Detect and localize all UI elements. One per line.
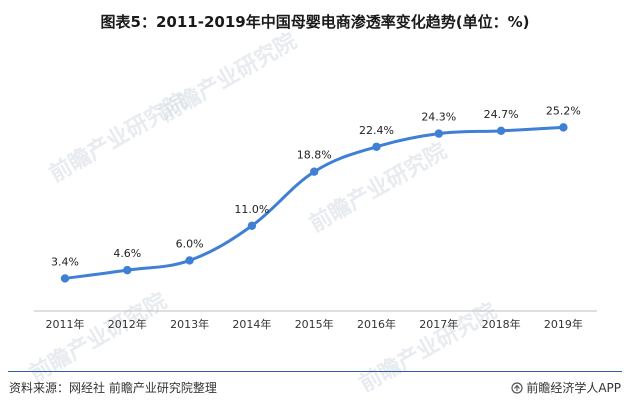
x-tick-label: 2012年	[108, 317, 147, 331]
data-point	[185, 256, 194, 265]
data-point	[123, 265, 132, 275]
data-label: 6.0%	[176, 237, 204, 250]
x-tick-label: 2013年	[170, 317, 209, 331]
chart-title: 图表5：2011-2019年中国母婴电商渗透率变化趋势(单位：%)	[100, 13, 530, 31]
x-tick-label: 2015年	[295, 317, 334, 331]
data-point	[434, 129, 443, 138]
x-tick-label: 2016年	[357, 317, 396, 331]
brand-credit: 前瞻经济学人APP	[511, 379, 621, 396]
data-point	[310, 167, 319, 176]
data-label: 22.4%	[359, 124, 394, 137]
data-label: 18.8%	[297, 149, 332, 162]
x-tick-label: 2011年	[46, 317, 85, 331]
data-label: 3.4%	[51, 255, 79, 268]
x-tick-label: 2017年	[419, 317, 458, 331]
data-label: 24.7%	[484, 108, 519, 121]
data-label: 4.6%	[113, 247, 141, 260]
brand-name: 前瞻经济学人APP	[526, 381, 621, 395]
x-tick-label: 2019年	[544, 317, 583, 331]
data-label: 24.3%	[421, 111, 456, 124]
data-point	[559, 123, 568, 132]
x-tick-label: 2018年	[482, 317, 521, 331]
data-point	[496, 126, 506, 136]
data-point	[372, 142, 381, 151]
x-tick-label: 2014年	[232, 317, 271, 331]
data-label: 11.0%	[234, 203, 269, 216]
data-point	[247, 221, 257, 230]
data-label: 25.2%	[546, 104, 581, 117]
line-chart: 3.4% 2011年 4.6% 2012年 6.0% 2013年 11.0% 2014年 18.…	[34, 104, 597, 331]
footer-rule	[8, 371, 622, 372]
source-note: 资料来源：网经社 前瞻产业研究院整理	[9, 381, 217, 395]
brand-logo-icon	[511, 381, 523, 394]
data-point	[60, 274, 70, 283]
